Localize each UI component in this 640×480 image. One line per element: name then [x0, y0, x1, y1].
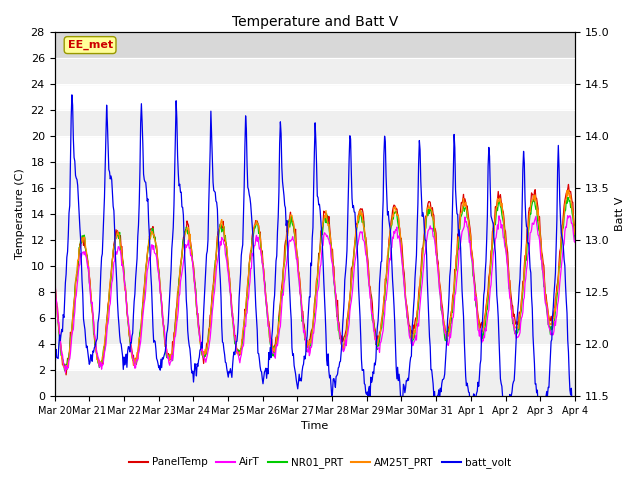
Bar — [54, 162, 575, 188]
Bar — [54, 266, 575, 292]
Bar — [54, 318, 575, 344]
Legend: PanelTemp, AirT, NR01_PRT, AM25T_PRT, batt_volt: PanelTemp, AirT, NR01_PRT, AM25T_PRT, ba… — [125, 453, 515, 472]
Y-axis label: Batt V: Batt V — [615, 197, 625, 231]
Text: EE_met: EE_met — [68, 40, 113, 50]
Bar — [54, 370, 575, 396]
Bar — [54, 214, 575, 240]
Bar — [54, 109, 575, 136]
Bar — [54, 58, 575, 84]
X-axis label: Time: Time — [301, 421, 328, 432]
Y-axis label: Temperature (C): Temperature (C) — [15, 168, 25, 259]
Title: Temperature and Batt V: Temperature and Batt V — [232, 15, 398, 29]
Bar — [54, 32, 575, 58]
